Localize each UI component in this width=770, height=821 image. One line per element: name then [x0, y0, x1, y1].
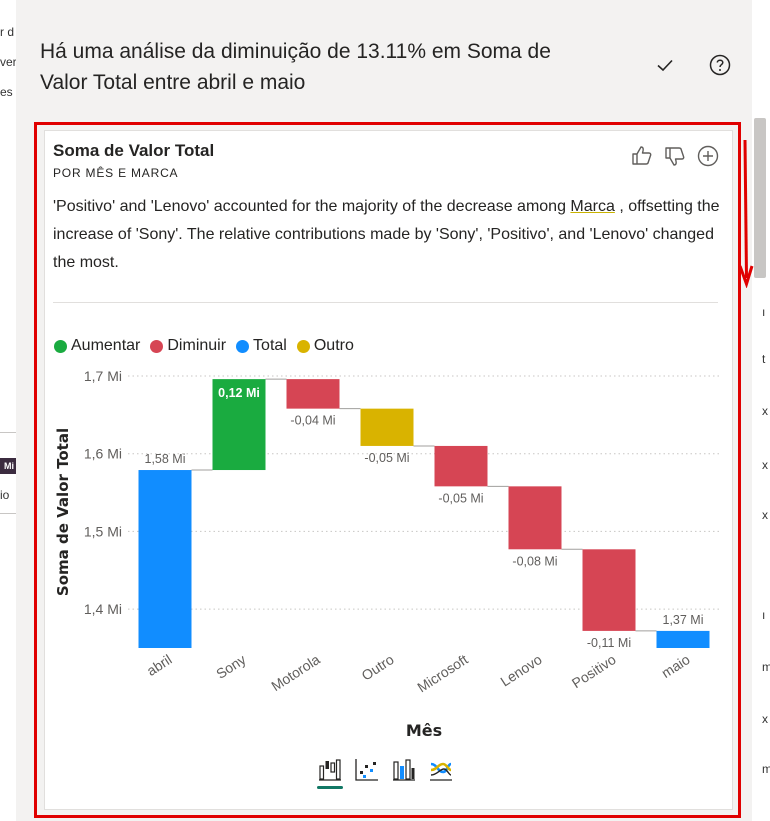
- data-label: -0,11 Mi: [587, 636, 631, 650]
- legend-item-decrease: Diminuir: [150, 337, 226, 355]
- x-tick-label: Positivo: [569, 651, 619, 691]
- ribbon-chart-icon[interactable]: [428, 756, 454, 782]
- background-card-label: io: [0, 488, 10, 502]
- background-text-fragment: x: [762, 508, 768, 522]
- background-text-fragment: ı: [762, 305, 766, 319]
- background-report-left: [0, 0, 16, 821]
- data-label: -0,05 Mi: [364, 451, 409, 465]
- x-tick-label: Outro: [359, 651, 397, 684]
- bar-motorola[interactable]: [286, 379, 340, 409]
- thumbs-up-icon[interactable]: [630, 144, 654, 168]
- scatter-chart-icon[interactable]: [354, 756, 380, 782]
- background-text-fragment: t: [762, 352, 766, 366]
- panel-scrollbar-thumb[interactable]: [754, 118, 766, 278]
- explanation-text: 'Positivo' and 'Lenovo' accounted for th…: [53, 198, 571, 215]
- background-text-fragment: ver: [0, 55, 17, 69]
- help-icon[interactable]: [708, 53, 732, 77]
- x-axis-title: Mês: [406, 721, 442, 740]
- thumbs-down-icon[interactable]: [663, 144, 687, 168]
- data-label: -0,05 Mi: [438, 491, 483, 505]
- legend-label: Aumentar: [71, 337, 141, 354]
- add-circle-icon[interactable]: [696, 144, 720, 168]
- legend-dot-icon: [150, 339, 164, 353]
- legend-item-other: Outro: [296, 337, 354, 355]
- explanation-text: , offsetting the increase of 'Sony'. The…: [53, 198, 720, 271]
- background-text-fragment: m: [762, 660, 770, 674]
- down-arrow-annotation: [738, 139, 754, 288]
- data-label: -0,08 Mi: [512, 554, 557, 568]
- marca-field-link[interactable]: Marca: [570, 198, 615, 215]
- legend-dot-icon: [296, 339, 310, 353]
- x-tick-label: abril: [144, 651, 175, 679]
- divider: [53, 302, 718, 303]
- data-label: -0,04 Mi: [290, 414, 335, 428]
- data-label: 1,58 Mi: [145, 452, 186, 466]
- column-chart-icon[interactable]: [391, 756, 417, 782]
- data-label: 1,37 Mi: [663, 613, 704, 627]
- bar-microsoft[interactable]: [434, 445, 488, 487]
- card-subtitle: POR MÊS E MARCA: [53, 166, 179, 180]
- background-text-fragment: ı: [762, 608, 766, 622]
- active-tab-indicator: [317, 786, 343, 789]
- background-text-fragment: x: [762, 404, 768, 418]
- background-text-fragment: m: [762, 762, 770, 776]
- legend-item-increase: Aumentar: [54, 337, 140, 355]
- background-badge: Mi: [0, 458, 16, 474]
- background-text-fragment: x: [762, 712, 768, 726]
- bar-abril[interactable]: [138, 470, 192, 648]
- background-text-fragment: x: [762, 458, 768, 472]
- panel-title: Há uma análise da diminuição de 13.11% e…: [40, 40, 551, 94]
- insight-explanation: 'Positivo' and 'Lenovo' accounted for th…: [53, 193, 721, 277]
- legend-label: Outro: [313, 337, 354, 354]
- insight-card: [44, 130, 733, 810]
- y-tick-label: 1,6 Mi: [84, 446, 122, 462]
- bar-maio[interactable]: [656, 630, 710, 648]
- card-title: Soma de Valor Total: [53, 141, 215, 160]
- waterfall-chart-icon[interactable]: [317, 756, 343, 782]
- checkmark-icon[interactable]: [653, 53, 677, 77]
- data-label: 0,12 Mi: [218, 386, 260, 400]
- x-tick-label: Lenovo: [497, 651, 544, 690]
- legend-dot-icon: [54, 339, 67, 353]
- x-tick-label: Motorola: [268, 651, 323, 694]
- y-tick-label: 1,4 Mi: [84, 601, 122, 617]
- bar-outro[interactable]: [360, 408, 414, 446]
- legend-item-total: Total: [236, 337, 287, 355]
- bar-positivo[interactable]: [582, 549, 636, 631]
- legend-dot-icon: [236, 339, 250, 353]
- bar-sony[interactable]: [212, 379, 266, 471]
- legend-label: Diminuir: [167, 337, 227, 354]
- waterfall-chart: 1,4 Mi 1,5 Mi 1,6 Mi 1,7 Mi 1,58 Mi 0,12 Mi -…: [54, 368, 720, 740]
- background-text-fragment: r d: [0, 25, 15, 39]
- bar-lenovo[interactable]: [508, 486, 562, 550]
- x-tick-label: maio: [658, 651, 692, 681]
- y-tick-label: 1,5 Mi: [84, 523, 122, 539]
- x-tick-label: Sony: [213, 651, 248, 682]
- legend-label: Total: [253, 337, 287, 354]
- x-tick-label: Microsoft: [414, 651, 470, 695]
- y-tick-label: 1,7 Mi: [84, 368, 122, 384]
- y-axis-title: Soma de Valor Total: [54, 428, 72, 596]
- chart-legend: Aumentar Diminuir Total Outro: [54, 337, 354, 355]
